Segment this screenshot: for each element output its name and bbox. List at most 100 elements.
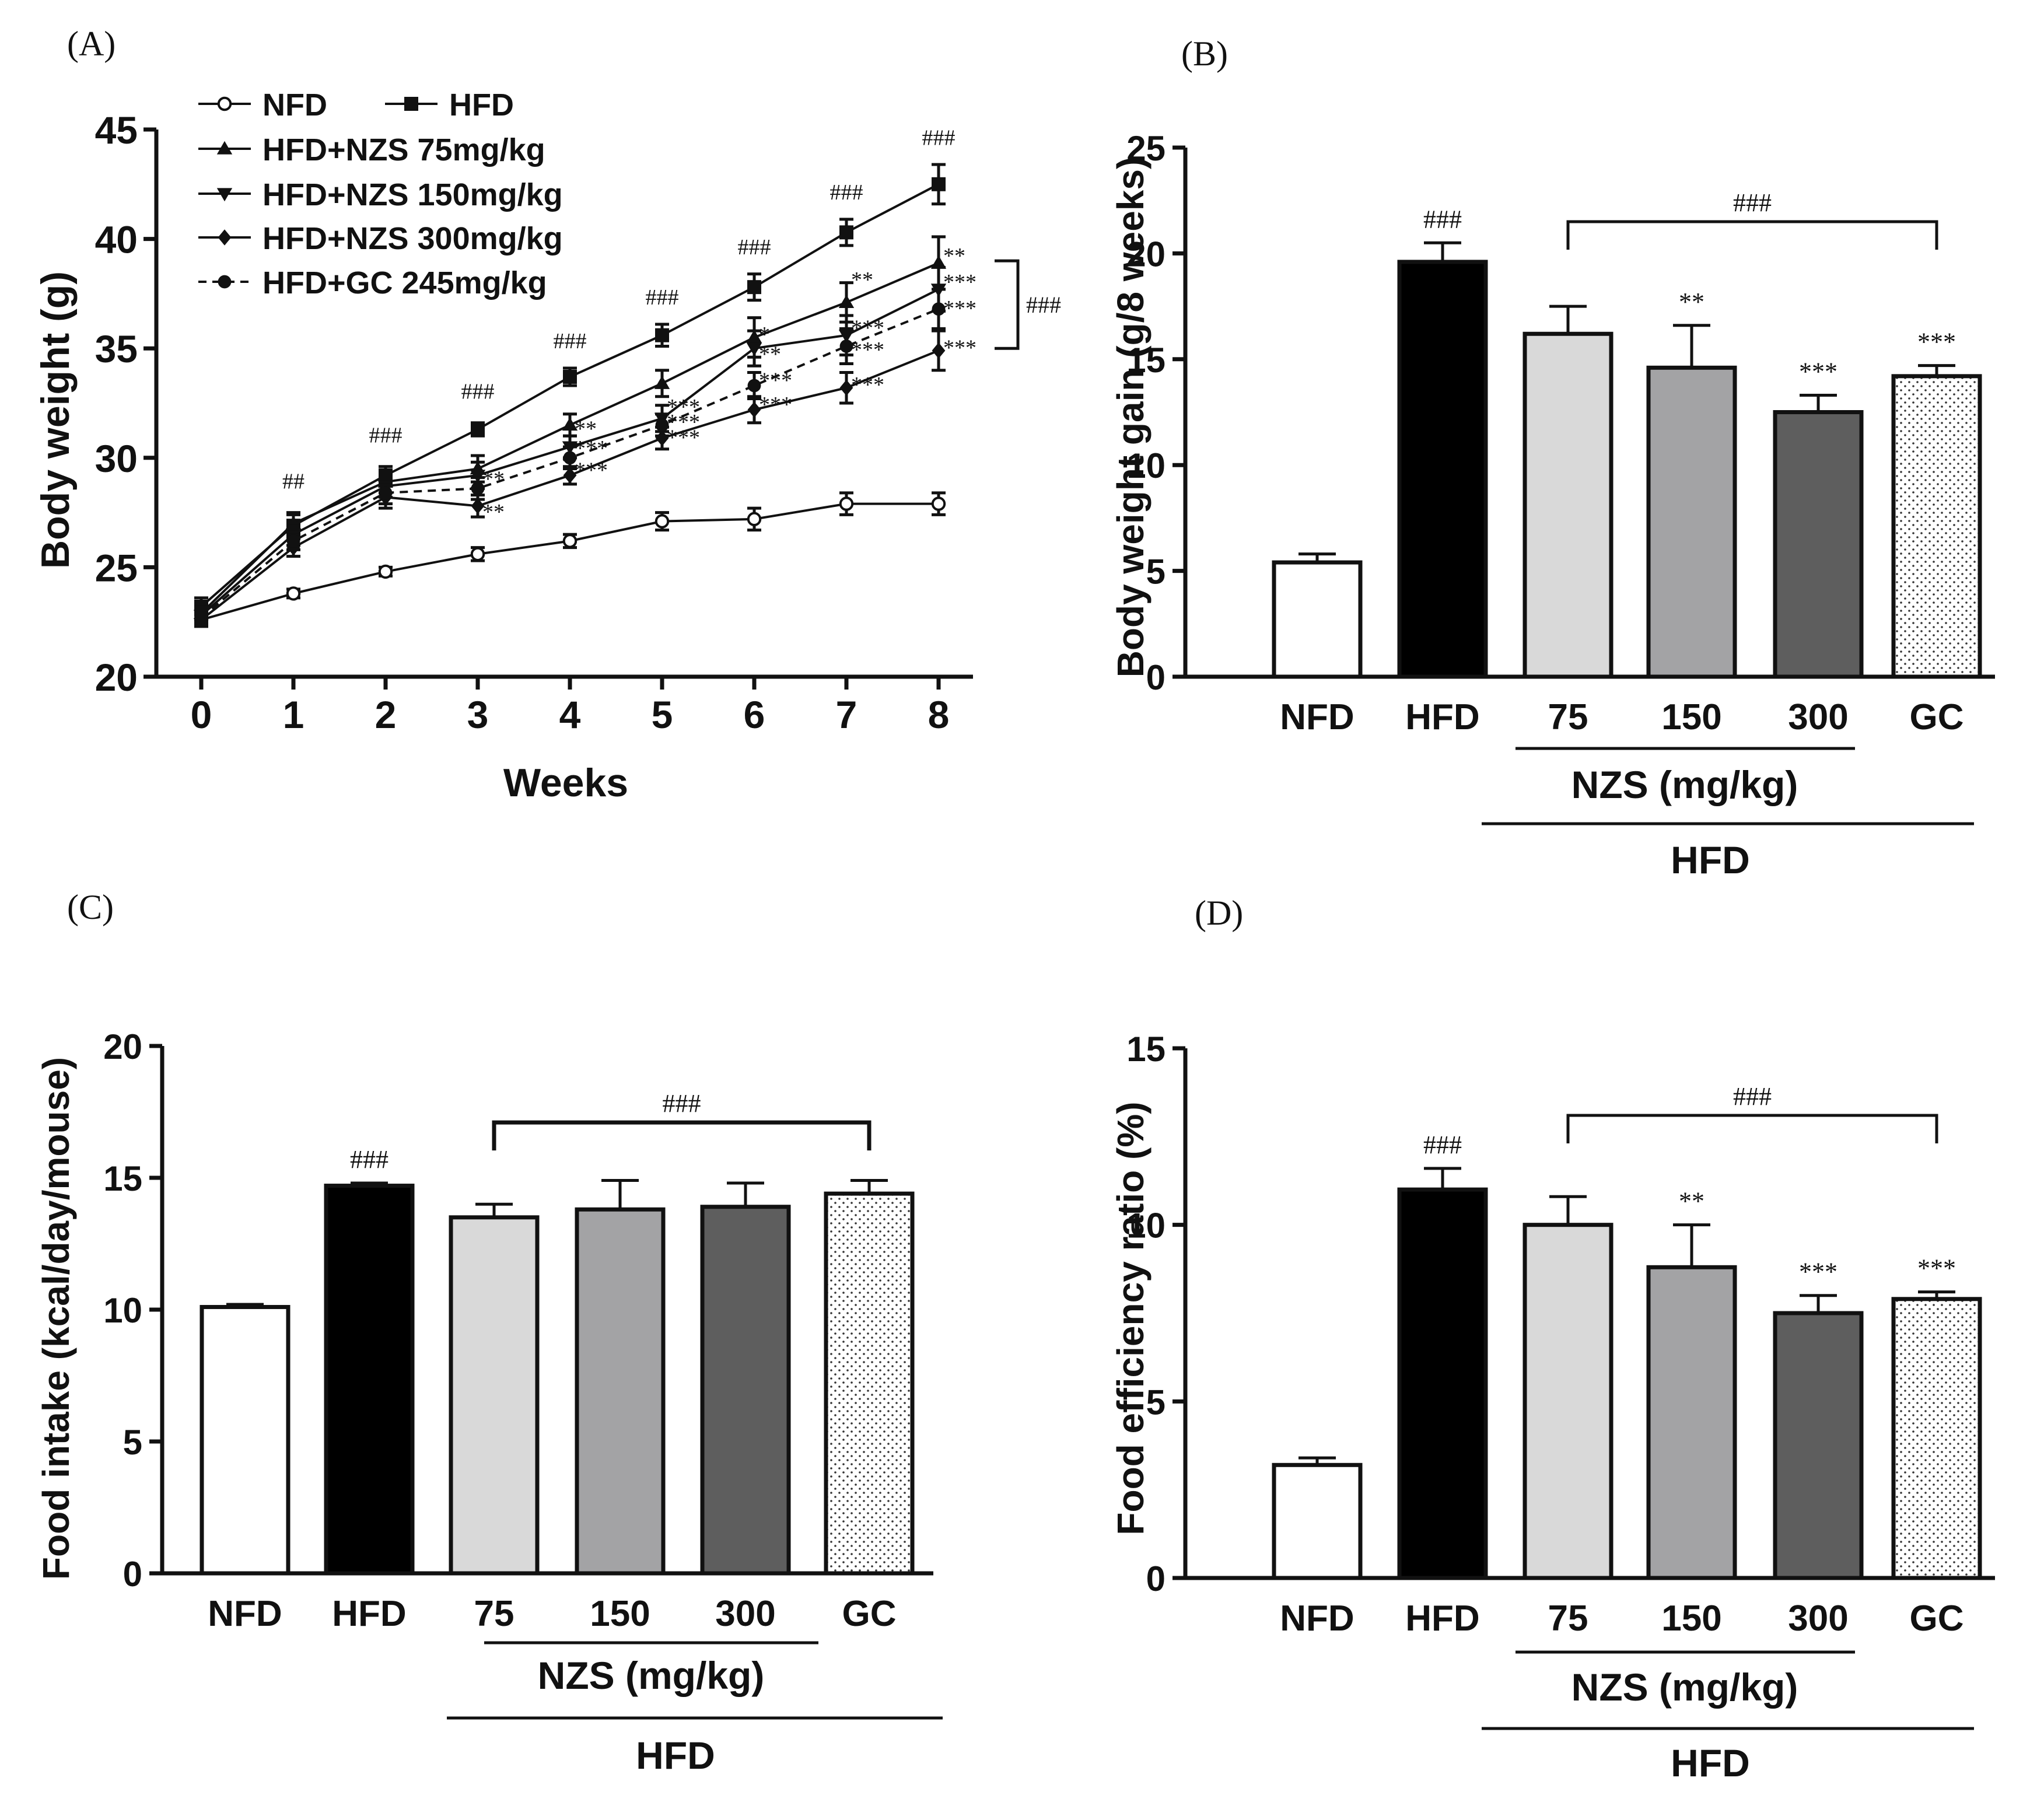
panel-a-legend-item: HFD — [385, 88, 514, 123]
panel-a-data-point — [654, 376, 670, 389]
panel-d-y-tick-label: 5 — [1146, 1383, 1166, 1422]
panel-b-x-tick-label: 75 — [1548, 697, 1588, 737]
panel-c-bar-chart: (C) Food intake (kcal/day/mouse) 0 5 10 15 2… — [35, 888, 943, 1777]
panel-a-significance-label: ** — [482, 500, 505, 524]
panel-a-y-tick-label: 35 — [95, 327, 138, 370]
panel-a-data-point — [931, 496, 946, 511]
panel-a-legend-marker — [216, 141, 233, 155]
panel-a-y-axis-title: Body weight (g) — [33, 271, 78, 569]
panel-b-bar-HFD — [1397, 260, 1488, 679]
panel-a-legend-item: HFD+GC 245mg/kg — [198, 265, 547, 300]
panel-d-x-tick-label: HFD — [1405, 1598, 1479, 1639]
panel-a-data-point — [655, 418, 669, 432]
panel-a-data-point — [747, 401, 761, 418]
panel-a-legend-label: HFD+NZS 300mg/kg — [262, 221, 563, 256]
panel-d-significance-label: ** — [1679, 1187, 1704, 1216]
panel-d-bar-150 — [1646, 1265, 1737, 1580]
panel-c-y-tick-label: 5 — [123, 1423, 142, 1462]
panel-c-bar-HFD — [324, 1184, 415, 1576]
panel-d-group2-label: HFD — [1671, 1741, 1750, 1784]
panel-a-legend-marker — [404, 97, 418, 111]
panel-d-bracket — [1566, 1114, 1938, 1144]
panel-c-plot: 0 5 10 15 20 NFD HFD ### 75 150 300 GC ### NZS (mg/kg… — [103, 1027, 943, 1777]
panel-a-legend-label: HFD+NZS 75mg/kg — [262, 132, 545, 167]
panel-a-significance-label: *** — [667, 410, 700, 435]
panel-b-bar-150 — [1646, 365, 1737, 679]
panel-b-bar-300 — [1773, 410, 1864, 679]
panel-a-data-point — [563, 467, 577, 484]
panel-a-significance-label: ** — [482, 467, 505, 492]
panel-a-significance-label: *** — [851, 316, 884, 341]
panel-a-significance-label: ### — [554, 329, 587, 354]
panel-d-bar-chart: (D) Food efficiency ratio (%) 0 5 10 15 NFD H… — [1110, 894, 1995, 1784]
panel-d-x-tick-label: NFD — [1280, 1598, 1354, 1639]
panel-b-group2-label: HFD — [1671, 838, 1750, 881]
panel-b-y-tick-label: 25 — [1126, 129, 1166, 168]
panel-b-bar-GC — [1891, 374, 1982, 679]
panel-b-y-tick-label: 0 — [1146, 658, 1166, 697]
panel-a-data-point — [471, 481, 485, 495]
panel-a-label: (A) — [67, 25, 116, 63]
panel-d-significance-label: *** — [1917, 1254, 1956, 1283]
panel-d-significance-label: *** — [1799, 1258, 1838, 1286]
panel-b-y-tick-label: 5 — [1146, 552, 1166, 592]
panel-d-bar-HFD — [1397, 1187, 1488, 1580]
panel-a-x-axis-title: Weeks — [503, 761, 628, 805]
panel-d-bar-NFD — [1272, 1462, 1363, 1580]
panel-a-x-tick-label: 1 — [283, 693, 304, 736]
panel-c-significance-label: ### — [350, 1145, 388, 1174]
panel-a-data-point — [563, 369, 577, 384]
panel-b-x-tick-label: GC — [1910, 697, 1964, 737]
panel-a-data-point — [654, 514, 670, 529]
panel-c-x-tick-label: 75 — [474, 1594, 514, 1634]
panel-a-data-point — [839, 340, 853, 353]
panel-d-group-label: NZS (mg/kg) — [1572, 1665, 1798, 1709]
panel-a-legend: NFD HFD HFD+NZS 75mg/kg HFD+NZS 150mg/kg HFD… — [198, 88, 563, 300]
panel-a-data-point — [839, 496, 854, 511]
panel-d-bar-GC — [1891, 1297, 1982, 1580]
panel-a-data-point — [932, 302, 946, 316]
panel-a-data-point — [655, 328, 669, 342]
panel-d-x-tick-label: 150 — [1661, 1598, 1721, 1639]
panel-c-y-axis-title: Food intake (kcal/day/mouse) — [35, 1057, 77, 1580]
panel-d-y-tick-label: 0 — [1146, 1559, 1166, 1598]
panel-a-data-point — [746, 342, 762, 356]
panel-c-x-tick-label: NFD — [208, 1594, 282, 1634]
panel-a-data-point — [839, 225, 853, 240]
panel-c-bracket — [492, 1120, 872, 1151]
panel-b-group-label: NZS (mg/kg) — [1572, 763, 1798, 806]
panel-c-group-label: NZS (mg/kg) — [538, 1654, 765, 1697]
panel-c-x-tick-label: 150 — [590, 1594, 650, 1634]
panel-c-x-tick-label: 300 — [715, 1594, 775, 1634]
panel-c-group2-label: HFD — [636, 1734, 715, 1777]
panel-d-bracket-label: ### — [1733, 1082, 1772, 1111]
panel-a-data-point — [286, 534, 300, 548]
panel-b-x-tick-label: 300 — [1788, 697, 1848, 737]
panel-d-significance-label: ### — [1423, 1131, 1462, 1159]
panel-d-plot: 0 5 10 15 NFD HFD ### 75 150 ** 300 *** GC *** ### NZS … — [1126, 1030, 1995, 1784]
panel-b-bar-chart: (B) Body weight gain (g/8 weeks) 0 5 10 15 2… — [1110, 34, 1995, 881]
panel-b-label: (B) — [1181, 34, 1228, 73]
panel-a-series-line — [201, 502, 939, 621]
panel-b-x-tick-label: HFD — [1405, 697, 1479, 737]
panel-b-plot: 0 5 10 15 20 25 NFD HFD ### 75 150 ** 300 *** GC *** ###… — [1126, 129, 1995, 881]
panel-a-bracket-label: ### — [1026, 292, 1061, 318]
panel-a-y-tick-label: 45 — [95, 109, 138, 152]
panel-b-bracket — [1566, 220, 1938, 250]
panel-a-data-point — [930, 255, 947, 269]
panel-a-data-point — [747, 379, 761, 393]
panel-a-legend-marker — [216, 188, 233, 202]
panel-a-data-point — [747, 280, 761, 295]
panel-c-bar-GC — [824, 1191, 915, 1576]
panel-c-y-tick-label: 0 — [123, 1555, 142, 1594]
panel-c-bar-150 — [575, 1207, 666, 1576]
panel-a-legend-label: HFD+NZS 150mg/kg — [262, 177, 563, 212]
panel-a-data-point — [470, 547, 485, 562]
panel-a-significance-label: *** — [851, 373, 884, 397]
panel-a-significance-label: *** — [667, 395, 700, 419]
panel-a-x-tick-label: 4 — [559, 693, 581, 736]
panel-a-legend-item: HFD+NZS 300mg/kg — [198, 221, 563, 256]
panel-a-significance-label: *** — [759, 393, 792, 417]
